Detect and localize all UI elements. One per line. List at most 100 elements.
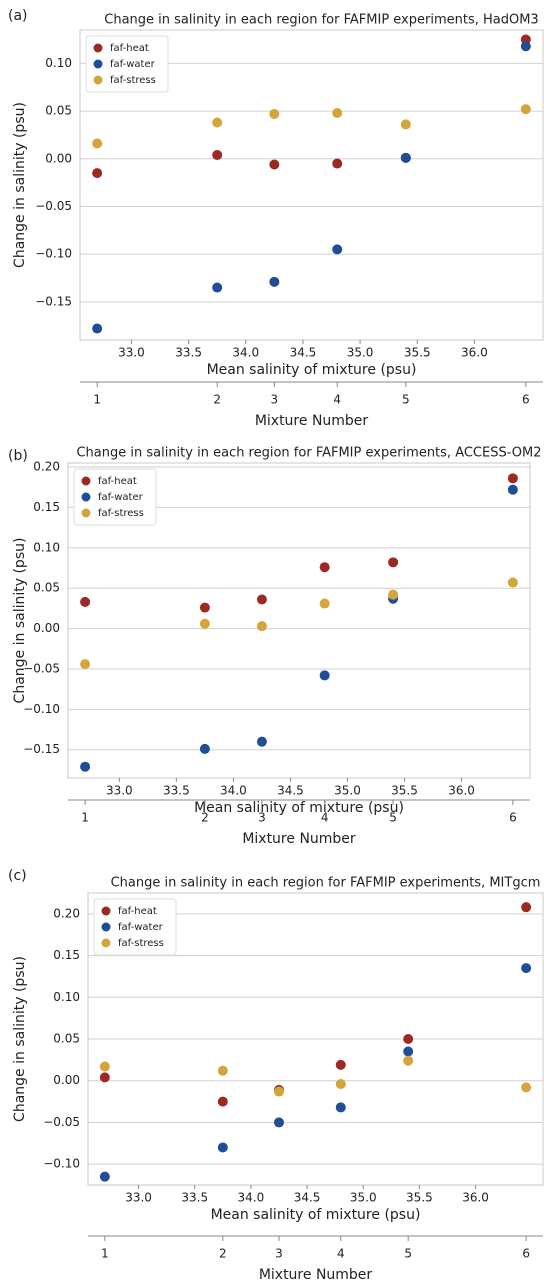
plot-frame: [79, 29, 544, 341]
point: [199, 743, 210, 754]
point: [403, 1055, 414, 1066]
x-tick-label: 36.0: [462, 1191, 489, 1205]
point: [400, 119, 411, 130]
x2-tick-label: 3: [258, 811, 266, 825]
point: [332, 158, 343, 169]
x-tick-label: 36.0: [448, 784, 475, 798]
point: [99, 1171, 110, 1182]
y-tick-label: 0.20: [33, 460, 60, 474]
point: [520, 41, 531, 52]
x-tick-label: 33.0: [106, 784, 133, 798]
legend-label: faf-heat: [110, 43, 149, 54]
point: [80, 596, 91, 607]
x2-tick-label: 5: [404, 1247, 412, 1261]
legend-box: [93, 898, 177, 956]
x-axis-label: Mean salinity of mixture (psu): [211, 1207, 421, 1223]
y-tick-label: −0.15: [23, 742, 60, 756]
y-tick-label: 0.20: [53, 906, 80, 920]
x2-tick-label: 6: [509, 811, 517, 825]
point: [507, 473, 518, 484]
y-tick-label: 0.10: [53, 990, 80, 1004]
point: [521, 963, 532, 974]
x-tick-label: 34.0: [220, 784, 247, 798]
chart-title: Change in salinity in each region for FA…: [104, 13, 538, 28]
chart-title: Change in salinity in each region for FA…: [76, 446, 541, 461]
point: [319, 562, 330, 573]
y-tick-label: 0.05: [45, 104, 72, 118]
legend-label: faf-water: [110, 59, 156, 70]
x2-tick-label: 6: [522, 393, 530, 407]
x-tick-label: 35.5: [391, 784, 418, 798]
point: [273, 1117, 284, 1128]
y-tick-label: −0.10: [35, 247, 72, 261]
y-tick-label: 0.10: [33, 540, 60, 554]
point: [212, 117, 223, 128]
y-tick-label: −0.10: [43, 1157, 80, 1171]
x-tick-label: 33.0: [125, 1191, 152, 1205]
x2-tick-label: 5: [389, 811, 397, 825]
point: [92, 323, 103, 334]
point: [217, 1065, 228, 1076]
x2-tick-label: 5: [402, 393, 410, 407]
x-tick-label: 34.5: [277, 784, 304, 798]
x-tick-label: 34.0: [238, 1191, 265, 1205]
point: [520, 104, 531, 115]
x-tick-label: 35.0: [334, 784, 361, 798]
y-tick-label: 0.05: [33, 581, 60, 595]
point: [332, 244, 343, 255]
point: [335, 1059, 346, 1070]
legend-marker: [101, 906, 111, 916]
y-axis-label: Change in salinity (psu): [12, 538, 28, 704]
point: [335, 1102, 346, 1113]
legend-label: faf-heat: [98, 476, 137, 487]
legend-box: [85, 35, 169, 93]
legend-label: faf-heat: [118, 906, 157, 917]
point: [335, 1079, 346, 1090]
point: [388, 557, 399, 568]
point: [199, 618, 210, 629]
x2-axis-label: Mixture Number: [255, 413, 369, 429]
legend-label: faf-water: [98, 492, 144, 503]
x-tick-label: 35.0: [350, 1191, 377, 1205]
x2-tick-label: 2: [213, 393, 221, 407]
point: [403, 1034, 414, 1044]
y-tick-label: 0.15: [33, 500, 60, 514]
legend-label: faf-stress: [118, 938, 164, 949]
legend-label: faf-stress: [98, 508, 144, 519]
legend-box: [73, 468, 157, 526]
x-tick-label: 33.0: [118, 346, 145, 360]
legend-marker: [81, 492, 91, 502]
point: [212, 282, 223, 293]
legend-marker: [93, 75, 103, 85]
point: [256, 621, 267, 632]
point: [507, 577, 518, 588]
legend-marker: [81, 508, 91, 518]
point: [92, 138, 103, 149]
point: [507, 484, 518, 495]
y-tick-label: −0.05: [35, 199, 72, 213]
point: [273, 1086, 284, 1097]
point: [269, 159, 280, 170]
x-tick-label: 34.5: [294, 1191, 321, 1205]
point: [332, 107, 343, 118]
legend-label: faf-water: [118, 922, 164, 933]
point: [521, 902, 532, 913]
y-axis-label: Change in salinity (psu): [12, 102, 28, 268]
plot-frame: [67, 462, 531, 779]
x2-tick-label: 2: [219, 1247, 227, 1261]
x2-tick-label: 4: [321, 811, 329, 825]
chart-title: Change in salinity in each region for FA…: [111, 876, 541, 891]
x2-tick-label: 1: [101, 1247, 109, 1261]
point: [99, 1072, 110, 1083]
x2-tick-label: 1: [81, 811, 89, 825]
x2-tick-label: 6: [522, 1247, 530, 1261]
x-axis-label: Mean salinity of mixture (psu): [194, 800, 404, 816]
x2-tick-label: 3: [271, 393, 279, 407]
point: [400, 152, 411, 163]
y-tick-label: 0.00: [53, 1073, 80, 1087]
y-tick-label: 0.15: [53, 948, 80, 962]
x2-tick-label: 2: [201, 811, 209, 825]
point: [212, 149, 223, 160]
